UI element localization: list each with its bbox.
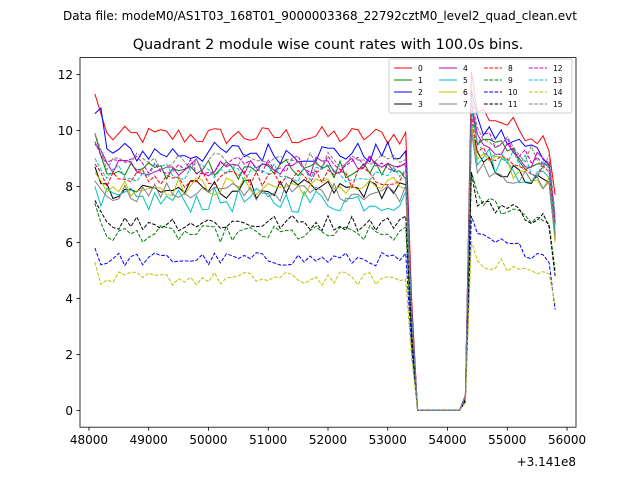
x-tick-label: 50000	[189, 433, 227, 447]
chart-suptitle: Data file: modeM0/AS1T03_168T01_90000033…	[63, 9, 577, 23]
legend-label-15: 15	[553, 100, 563, 109]
legend-label-5: 5	[463, 76, 468, 85]
series-line-2	[94, 90, 556, 411]
x-tick-label: 53000	[369, 433, 407, 447]
series-line-6	[94, 124, 556, 411]
legend-label-10: 10	[508, 88, 518, 97]
legend-label-1: 1	[418, 76, 423, 85]
legend-label-12: 12	[553, 64, 563, 73]
series-line-15	[94, 96, 556, 411]
series-line-11	[94, 172, 556, 411]
legend-label-0: 0	[418, 64, 423, 73]
series-line-9	[94, 171, 556, 411]
series-line-8	[94, 115, 556, 411]
series-line-13	[94, 109, 556, 411]
x-offset-label: +3.141e8	[517, 455, 576, 469]
series-line-3	[94, 128, 556, 411]
series-line-0	[94, 71, 556, 411]
y-tick-label: 12	[58, 68, 73, 82]
legend-label-2: 2	[418, 88, 423, 97]
x-tick-label: 56000	[548, 433, 586, 447]
y-tick-label: 4	[65, 292, 73, 306]
legend-label-11: 11	[508, 100, 518, 109]
y-tick-label: 6	[65, 236, 73, 250]
x-tick-label: 55000	[488, 433, 526, 447]
x-tick-label: 48000	[70, 433, 108, 447]
axes: 48000 49000 50000 51000 52000 53000 54000 55000…	[58, 57, 586, 447]
legend-label-13: 13	[553, 76, 563, 85]
y-tick-label: 10	[58, 124, 73, 138]
series-line-5	[94, 121, 556, 411]
legend-label-9: 9	[508, 76, 513, 85]
series-line-4	[94, 103, 556, 411]
y-tick-label: 0	[65, 404, 73, 418]
series-line-1	[94, 106, 556, 411]
legend-label-14: 14	[553, 88, 563, 97]
x-tick-label: 51000	[249, 433, 287, 447]
x-tick-label: 49000	[130, 433, 168, 447]
y-tick-label: 2	[65, 348, 73, 362]
y-tick-label: 8	[65, 180, 73, 194]
series-line-10	[94, 215, 556, 411]
legend-label-6: 6	[463, 88, 468, 97]
legend-label-3: 3	[418, 100, 423, 109]
legend-label-7: 7	[463, 100, 468, 109]
series-layer	[94, 71, 556, 411]
legend-label-8: 8	[508, 64, 513, 73]
legend-label-4: 4	[463, 64, 468, 73]
x-tick-label: 54000	[428, 433, 466, 447]
x-tick-label: 52000	[309, 433, 347, 447]
legend-frame	[388, 58, 573, 114]
series-line-7	[94, 131, 556, 411]
chart-title: Quadrant 2 module wise count rates with …	[133, 37, 524, 53]
series-line-14	[94, 240, 556, 411]
